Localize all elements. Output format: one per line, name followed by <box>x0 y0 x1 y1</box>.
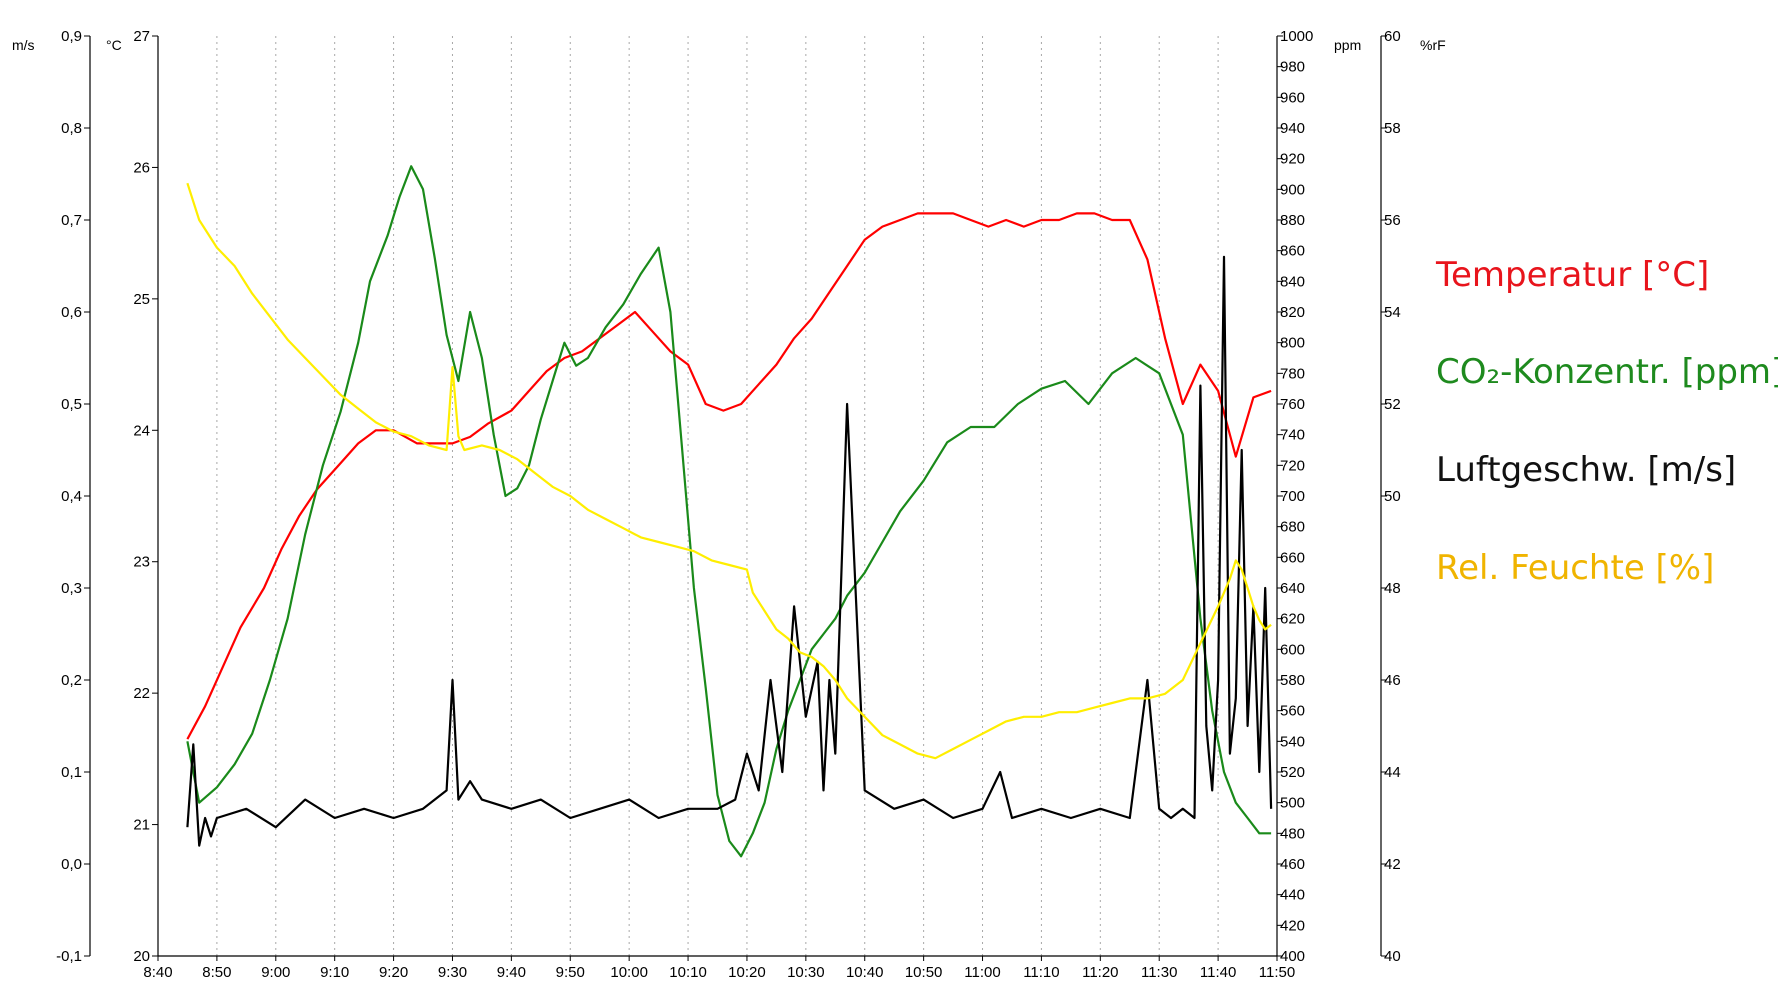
legend-temperature: Temperatur [°C] <box>1436 255 1710 295</box>
ppm-axis-tick-label: 720 <box>1280 457 1305 474</box>
ppm-axis-tick-label: 420 <box>1280 917 1305 934</box>
ppm-axis-tick-label: 660 <box>1280 549 1305 566</box>
x-tick-label: 10:20 <box>728 964 766 981</box>
rh-axis-unit: %rF <box>1420 37 1446 53</box>
ppm-axis-tick-label: 840 <box>1280 273 1305 290</box>
x-tick-label: 8:40 <box>143 964 172 981</box>
rh-axis-tick-label: 54 <box>1384 304 1401 321</box>
temperature-axis-tick-label: 23 <box>133 554 150 571</box>
ms-axis-tick-label: 0,1 <box>61 764 82 781</box>
ppm-axis-tick-label: 780 <box>1280 365 1305 382</box>
ms-axis-unit: m/s <box>12 37 35 53</box>
ms-axis-tick-label: 0,7 <box>61 212 82 229</box>
x-tick-label: 9:50 <box>556 964 585 981</box>
ppm-axis-tick-label: 600 <box>1280 641 1305 658</box>
temperature-axis-tick-label: 21 <box>133 817 150 834</box>
ppm-axis-tick-label: 620 <box>1280 611 1305 628</box>
series-line-0 <box>186 212 1272 740</box>
x-tick-label: 9:40 <box>497 964 526 981</box>
ppm-axis-tick-label: 560 <box>1280 703 1305 720</box>
ms-axis-tick-label: -0,1 <box>56 948 82 965</box>
rh-axis-tick-label: 44 <box>1384 764 1401 781</box>
temperature-axis-tick-label: 26 <box>133 159 150 176</box>
ppm-axis-tick-label: 740 <box>1280 427 1305 444</box>
ppm-axis-tick-label: 680 <box>1280 519 1305 536</box>
temperature-axis-tick-label: 22 <box>133 685 150 702</box>
ms-axis-tick-label: 0,0 <box>61 856 82 873</box>
ppm-axis-tick-label: 500 <box>1280 795 1305 812</box>
temperature-axis-tick-label: 25 <box>133 291 150 308</box>
ppm-axis-tick-label: 440 <box>1280 887 1305 904</box>
x-tick-label: 11:10 <box>1023 964 1059 981</box>
ms-axis-tick-label: 0,4 <box>61 488 82 505</box>
axes-layer: 8:40 8:50 9:00 9:10 9:20 9:30 9:40 9:50 10:00 10:… <box>12 28 1446 981</box>
rh-axis-tick-label: 50 <box>1384 488 1401 505</box>
x-tick-label: 9:30 <box>438 964 467 981</box>
ppm-axis-tick-label: 960 <box>1280 89 1305 106</box>
rh-axis-tick-label: 58 <box>1384 120 1401 137</box>
ppm-axis-tick-label: 480 <box>1280 825 1305 842</box>
rh-axis-tick-label: 48 <box>1384 580 1401 597</box>
x-tick-label: 10:30 <box>787 964 825 981</box>
x-tick-label: 9:00 <box>261 964 290 981</box>
series-line-2 <box>186 255 1273 847</box>
ms-axis-tick-label: 0,8 <box>61 120 82 137</box>
ppm-axis-tick-label: 400 <box>1280 948 1305 965</box>
ppm-axis-tick-label: 1000 <box>1280 28 1313 45</box>
ppm-axis-tick-label: 820 <box>1280 304 1305 321</box>
rh-axis-tick-label: 56 <box>1384 212 1401 229</box>
rh-axis-tick-label: 40 <box>1384 948 1401 965</box>
x-tick-label: 11:20 <box>1082 964 1118 981</box>
ppm-axis-tick-label: 800 <box>1280 335 1305 352</box>
x-tick-label: 10:00 <box>610 964 648 981</box>
ppm-axis-tick-label: 920 <box>1280 151 1305 168</box>
x-tick-label: 11:30 <box>1141 964 1177 981</box>
ppm-axis-tick-label: 980 <box>1280 59 1305 76</box>
ppm-axis-tick-label: 520 <box>1280 764 1305 781</box>
x-tick-label: 8:50 <box>202 964 231 981</box>
ppm-axis-tick-label: 540 <box>1280 733 1305 750</box>
x-tick-label: 9:20 <box>379 964 408 981</box>
x-tick-label: 11:50 <box>1259 964 1295 981</box>
ppm-axis-tick-label: 940 <box>1280 120 1305 137</box>
series-line-3 <box>186 182 1272 760</box>
rh-axis-tick-label: 42 <box>1384 856 1401 873</box>
ms-axis-tick-label: 0,3 <box>61 580 82 597</box>
ppm-axis-unit: ppm <box>1334 37 1361 53</box>
ppm-axis-tick-label: 760 <box>1280 396 1305 413</box>
x-tick-label: 11:40 <box>1200 964 1236 981</box>
temperature-axis-tick-label: 24 <box>133 422 150 439</box>
ppm-axis-tick-label: 880 <box>1280 212 1305 229</box>
temperature-axis-tick-label: 27 <box>133 28 150 45</box>
ppm-axis-tick-label: 860 <box>1280 243 1305 260</box>
ppm-axis-tick-label: 580 <box>1280 672 1305 689</box>
ppm-axis-tick-label: 900 <box>1280 181 1305 198</box>
ppm-axis-tick-label: 460 <box>1280 856 1305 873</box>
rh-axis-tick-label: 52 <box>1384 396 1401 413</box>
ms-axis-tick-label: 0,6 <box>61 304 82 321</box>
legend-co2: CO₂-Konzentr. [ppm] <box>1436 352 1778 392</box>
ppm-axis-tick-label: 640 <box>1280 580 1305 597</box>
ms-axis-tick-label: 0,5 <box>61 396 82 413</box>
x-tick-label: 10:40 <box>846 964 884 981</box>
x-tick-label: 9:10 <box>320 964 349 981</box>
rh-axis-tick-label: 60 <box>1384 28 1401 45</box>
temperature-axis-tick-label: 20 <box>133 948 150 965</box>
ms-axis-tick-label: 0,2 <box>61 672 82 689</box>
x-tick-label: 10:50 <box>905 964 943 981</box>
ms-axis-tick-label: 0,9 <box>61 28 82 45</box>
temperature-axis-unit: °C <box>106 37 122 53</box>
series-line-1 <box>186 165 1272 858</box>
series-layer <box>186 165 1273 858</box>
rh-axis-tick-label: 46 <box>1384 672 1401 689</box>
legend-humidity: Rel. Feuchte [%] <box>1436 548 1715 588</box>
x-tick-label: 11:00 <box>964 964 1000 981</box>
x-tick-label: 10:10 <box>669 964 707 981</box>
ppm-axis-tick-label: 700 <box>1280 488 1305 505</box>
legend-air-speed: Luftgeschw. [m/s] <box>1436 450 1737 490</box>
